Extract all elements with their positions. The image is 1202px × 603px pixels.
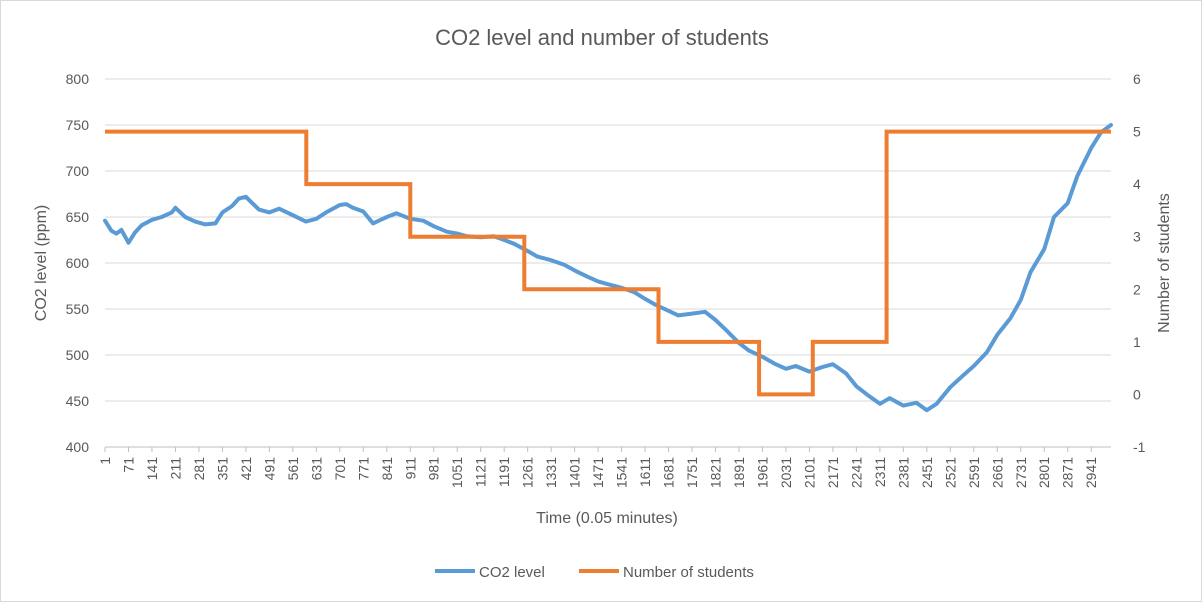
x-tick-label: 981 [426, 457, 442, 481]
x-tick-label: 491 [261, 457, 277, 481]
series-line-students [105, 129, 1111, 397]
y-axis-right: -1 0 1 2 3 4 5 6 [1133, 71, 1146, 455]
series-layer [103, 123, 1113, 413]
x-tick-label: 911 [402, 457, 418, 480]
x-tick-label: 421 [238, 457, 254, 481]
y-tick-label: 700 [66, 163, 90, 179]
y-tick-label: 500 [66, 347, 90, 363]
x-tick-label: 2381 [895, 457, 911, 488]
series-line-co2 [103, 123, 1113, 413]
x-tick-label: 2031 [778, 457, 794, 488]
x-tick-label: 1541 [614, 457, 630, 488]
x-tick-label: 771 [355, 457, 371, 481]
y2-axis-title: Number of students [1156, 193, 1173, 333]
x-tick-label: 1751 [684, 457, 700, 488]
x-tick-label: 1191 [496, 457, 512, 487]
x-tick-label: 2521 [942, 457, 958, 488]
x-tick-label: 1121 [473, 457, 489, 487]
x-tick-label: 2731 [1013, 457, 1029, 488]
grid-lines [105, 78, 1111, 448]
x-tick-label: 1891 [731, 457, 747, 488]
y2-tick-label: -1 [1133, 439, 1146, 455]
y-tick-label: 400 [66, 439, 90, 455]
x-tick-label: 2871 [1060, 457, 1076, 488]
x-tick-label: 2591 [966, 457, 982, 488]
legend-label-students: Number of students [623, 564, 754, 581]
x-tick-label: 701 [332, 457, 348, 481]
x-tick-label: 1681 [661, 457, 677, 488]
x-tick-label: 1471 [590, 457, 606, 488]
x-tick-label: 1401 [567, 457, 583, 488]
x-tick-label: 281 [191, 457, 207, 481]
x-tick-label: 1261 [520, 457, 536, 488]
x-tick-label: 561 [285, 457, 301, 481]
x-tick-label: 841 [379, 457, 395, 481]
y-tick-label: 550 [66, 301, 90, 317]
chart-title: CO2 level and number of students [435, 25, 769, 50]
x-tick-label: 2451 [919, 457, 935, 488]
legend: CO2 level Number of students [435, 564, 754, 581]
y-tick-label: 600 [66, 255, 90, 271]
x-tick-label: 2661 [989, 457, 1005, 488]
x-tick-label: 71 [120, 457, 136, 473]
x-tick-label: 1 [97, 457, 113, 465]
x-tick-label: 1961 [754, 457, 770, 488]
x-tick-label: 2311 [872, 457, 888, 487]
x-tick-label: 1051 [449, 457, 465, 488]
x-tick-label: 1611 [637, 457, 653, 487]
x-tick-label: 631 [308, 457, 324, 481]
y-tick-label: 800 [66, 71, 90, 87]
x-axis-title: Time (0.05 minutes) [536, 510, 678, 527]
y2-tick-label: 1 [1133, 334, 1141, 350]
y-tick-label: 450 [66, 393, 90, 409]
y-tick-label: 650 [66, 209, 90, 225]
x-tick-label: 2941 [1083, 457, 1099, 488]
y2-tick-label: 3 [1133, 229, 1141, 245]
y-axis-left: 400 450 500 550 600 650 700 750 800 [66, 71, 90, 455]
x-tick-label: 1331 [543, 457, 559, 488]
x-tick-label: 2801 [1036, 457, 1052, 488]
y2-tick-label: 5 [1133, 124, 1141, 140]
x-tick-label: 351 [214, 457, 230, 481]
x-tick-label: 2241 [848, 457, 864, 488]
y2-tick-label: 6 [1133, 71, 1141, 87]
y2-tick-label: 2 [1133, 281, 1141, 297]
y-axis-title: CO2 level (ppm) [33, 205, 50, 321]
legend-label-co2: CO2 level [479, 564, 545, 581]
y2-tick-label: 0 [1133, 386, 1141, 402]
x-tick-label: 1821 [708, 457, 724, 488]
x-axis: 1 71 141 211 281 351 421 491 561 631 701 771 841 911 9… [97, 446, 1111, 488]
x-tick-label: 2171 [825, 457, 841, 488]
x-tick-label: 141 [144, 457, 160, 481]
x-tick-label: 211 [167, 457, 183, 480]
y-tick-label: 750 [66, 117, 90, 133]
y2-tick-label: 4 [1133, 176, 1141, 192]
x-tick-label: 2101 [801, 457, 817, 488]
